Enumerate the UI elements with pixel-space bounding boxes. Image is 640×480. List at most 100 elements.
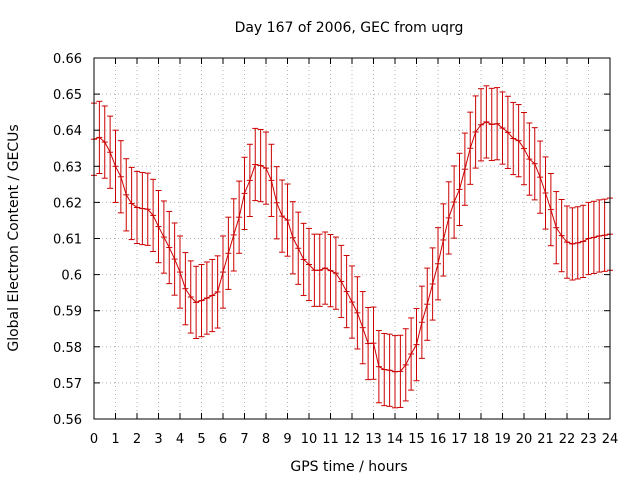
error-bar <box>537 140 544 214</box>
error-bar <box>365 306 372 381</box>
y-tick-label: 0.66 <box>53 52 82 67</box>
error-bar <box>177 235 183 309</box>
grid <box>94 58 610 419</box>
error-bar <box>392 335 398 409</box>
error-bar <box>338 244 345 319</box>
x-tick-label: 22 <box>559 432 576 447</box>
y-axis-title: Global Electron Content / GECUs <box>6 124 22 351</box>
data-series <box>91 85 613 409</box>
error-bar <box>187 260 194 334</box>
error-bar <box>150 178 157 252</box>
error-bar <box>375 330 382 404</box>
error-bar <box>306 227 312 302</box>
x-tick-label: 23 <box>580 432 597 447</box>
error-bar <box>435 227 441 301</box>
error-bar <box>494 87 501 161</box>
x-tick-label: 21 <box>537 432 554 447</box>
error-bar <box>101 105 108 179</box>
error-bar <box>590 200 597 275</box>
error-bar <box>596 199 603 273</box>
y-tick-label: 0.57 <box>53 377 82 392</box>
error-bar <box>408 317 415 391</box>
error-bar <box>268 143 275 217</box>
error-bar <box>386 333 393 407</box>
error-bar <box>112 129 119 203</box>
error-bar <box>526 122 533 196</box>
error-bar <box>171 222 178 296</box>
error-bar <box>332 236 339 310</box>
x-tick-label: 24 <box>602 432 619 447</box>
error-bar <box>182 252 189 326</box>
x-tick-label: 17 <box>451 432 468 447</box>
error-bar <box>273 166 280 240</box>
error-bar <box>580 204 587 278</box>
error-bar <box>461 132 468 206</box>
error-bar <box>220 235 226 309</box>
error-bar <box>424 267 431 341</box>
error-bar <box>214 255 221 329</box>
error-bar <box>343 254 350 329</box>
error-bar <box>402 328 409 402</box>
error-bar <box>542 156 549 230</box>
error-bar <box>263 131 269 205</box>
error-bar <box>585 201 592 276</box>
y-tick-label: 0.58 <box>53 341 82 356</box>
x-tick-label: 2 <box>133 432 141 447</box>
x-tick-label: 10 <box>301 432 318 447</box>
error-bar <box>467 111 474 185</box>
error-bar <box>531 127 538 201</box>
y-tick-label: 0.62 <box>53 196 82 211</box>
error-bar <box>300 222 307 297</box>
y-tick-label: 0.61 <box>53 233 82 248</box>
error-bar <box>429 247 436 321</box>
y-tick-label: 0.56 <box>53 413 82 428</box>
x-tick-label: 16 <box>430 432 447 447</box>
error-bar <box>381 332 388 407</box>
x-tick-label: 9 <box>283 432 291 447</box>
error-bar <box>139 171 146 246</box>
error-bar <box>601 198 608 272</box>
x-tick-label: 5 <box>197 432 205 447</box>
error-bar <box>236 180 243 254</box>
error-bar <box>564 205 570 279</box>
error-bar <box>569 207 576 281</box>
error-bar <box>322 231 329 305</box>
y-tick-label: 0.6 <box>61 269 82 284</box>
error-bar <box>327 234 334 308</box>
error-bar <box>553 191 560 265</box>
error-bar <box>504 95 511 169</box>
error-bar <box>107 115 114 189</box>
error-bar <box>241 156 248 230</box>
y-tick-label: 0.64 <box>53 124 82 139</box>
error-bar <box>134 170 140 245</box>
y-axis-ticks: 0.56 0.57 0.58 0.59 0.6 0.61 0.62 0.63 0.64 0.65 0… <box>53 52 610 428</box>
error-bar <box>252 127 259 202</box>
error-bar <box>472 95 479 169</box>
error-bar <box>316 233 323 307</box>
chart-title: Day 167 of 2006, GEC from uqrg <box>235 20 464 36</box>
error-bar <box>203 261 210 335</box>
x-tick-label: 6 <box>219 432 227 447</box>
error-bar <box>349 265 355 339</box>
error-bar <box>413 308 420 382</box>
x-tick-label: 20 <box>516 432 533 447</box>
error-bar <box>123 158 130 232</box>
error-bar <box>96 100 103 175</box>
error-bar <box>128 166 135 241</box>
error-bar <box>499 91 506 165</box>
x-tick-label: 8 <box>262 432 270 447</box>
error-bar <box>445 181 452 255</box>
error-bar <box>547 173 554 247</box>
error-bar <box>397 334 404 408</box>
x-tick-label: 3 <box>154 432 162 447</box>
error-bar <box>230 198 237 272</box>
error-bar <box>257 128 264 203</box>
error-bar <box>284 183 291 257</box>
x-axis-title: GPS time / hours <box>290 459 407 475</box>
x-tick-label: 4 <box>176 432 184 447</box>
error-bar <box>166 210 173 285</box>
error-bar <box>144 172 151 246</box>
x-tick-label: 12 <box>344 432 361 447</box>
error-bar <box>354 276 361 350</box>
